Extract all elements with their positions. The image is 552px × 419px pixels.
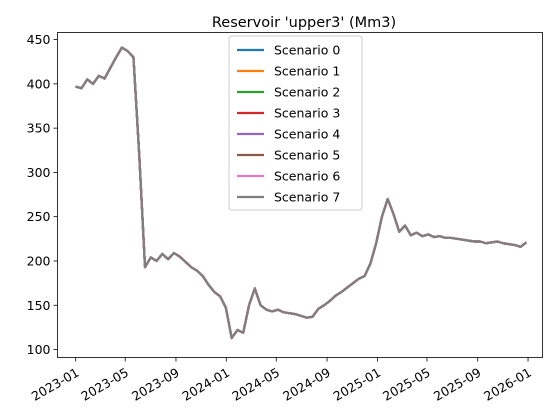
legend-label: Scenario 3 xyxy=(274,106,340,121)
plot-area-frame xyxy=(57,32,543,358)
x-tick-label: 2024-09 xyxy=(280,365,333,404)
y-tick-label: 450 xyxy=(27,32,51,47)
legend-label: Scenario 1 xyxy=(274,64,340,79)
chart-title: Reservoir 'upper3' (Mm3) xyxy=(212,15,396,31)
x-tick-label: 2025-05 xyxy=(380,365,433,404)
series-layer xyxy=(75,46,528,340)
x-tick-label: 2023-09 xyxy=(129,365,182,404)
x-tick-label: 2025-09 xyxy=(431,365,484,404)
y-tick-label: 250 xyxy=(27,209,51,224)
y-tick-label: 100 xyxy=(27,342,51,357)
y-tick-label: 350 xyxy=(27,121,51,136)
x-tick-label: 2026-01 xyxy=(481,365,534,404)
x-tick-label: 2023-05 xyxy=(78,365,131,404)
series-line-scenario-7 xyxy=(75,46,528,340)
legend-label: Scenario 7 xyxy=(274,190,340,205)
x-tick-label: 2025-01 xyxy=(331,365,384,404)
legend-label: Scenario 5 xyxy=(274,148,340,163)
legend-label: Scenario 2 xyxy=(274,85,340,100)
x-tick-label: 2024-01 xyxy=(179,365,232,404)
legend-label: Scenario 0 xyxy=(274,43,340,58)
y-tick-label: 400 xyxy=(27,76,51,91)
legend-box xyxy=(228,35,363,211)
legend-label: Scenario 6 xyxy=(274,169,340,184)
y-tick-label: 150 xyxy=(27,298,51,313)
y-tick-label: 200 xyxy=(27,253,51,268)
y-tick-label: 300 xyxy=(27,165,51,180)
x-tick-label: 2023-01 xyxy=(29,365,82,404)
chart-legend: Scenario 0 Scenario 1 Scenario 2 Scenario 3… xyxy=(228,35,363,211)
x-tick-label: 2024-05 xyxy=(229,365,282,404)
legend-label: Scenario 4 xyxy=(274,127,340,142)
